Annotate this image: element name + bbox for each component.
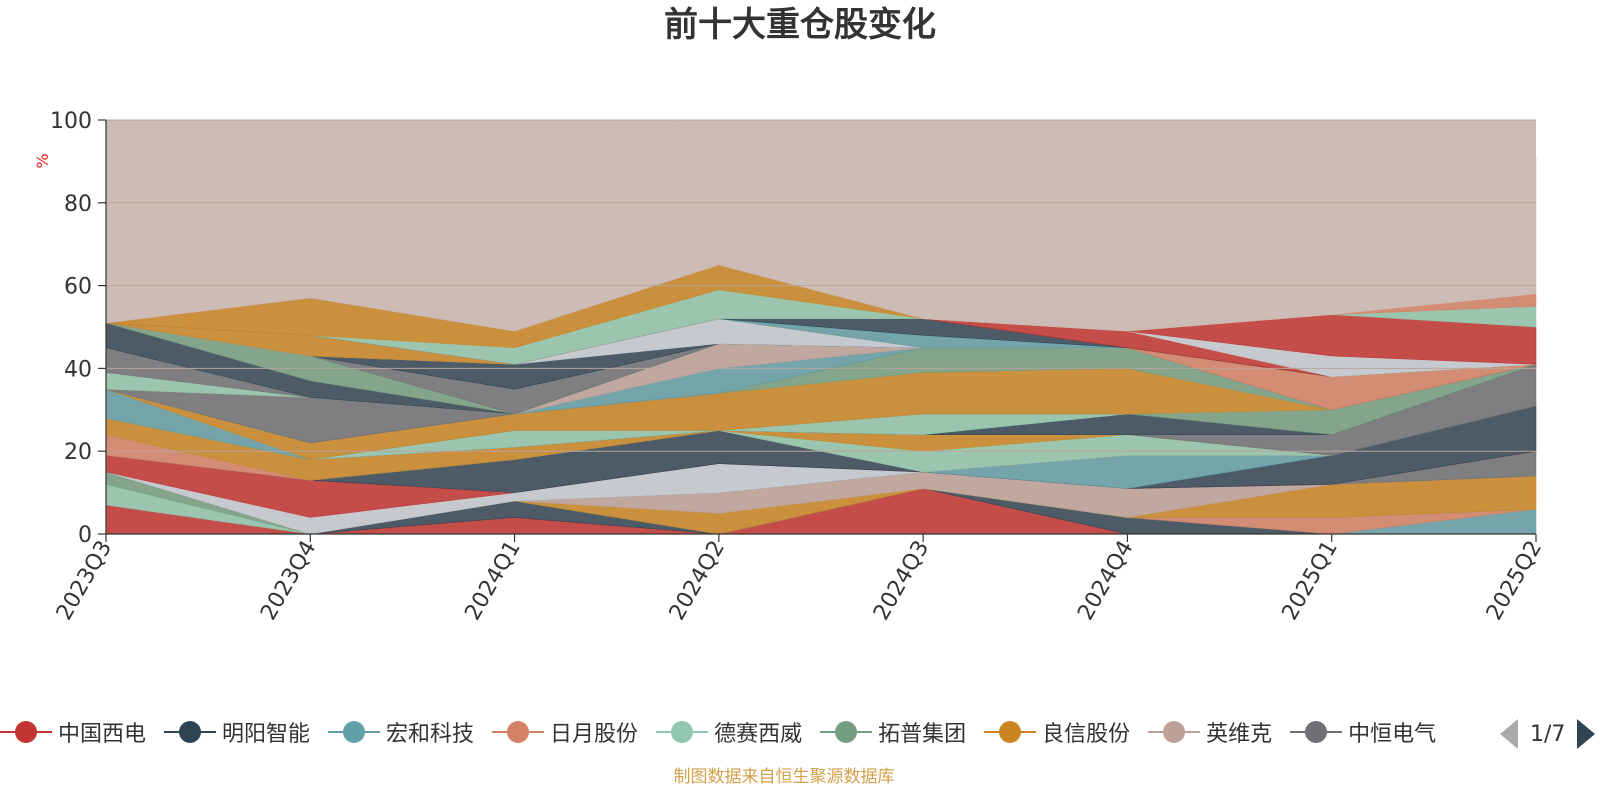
legend-label: 中国西电 <box>58 722 147 747</box>
legend-label: 良信股份 <box>1042 722 1131 747</box>
y-tick-label-20: 20 <box>64 440 92 465</box>
legend-item-8[interactable]: 中恒电气 <box>1290 716 1436 748</box>
legend-item-6[interactable]: 良信股份 <box>984 716 1130 748</box>
chart-title: 前十大重仓股变化 <box>664 5 936 45</box>
legend-item-2[interactable]: 宏和科技 <box>328 716 474 748</box>
x-tick-label-2025Q1: 2025Q1 <box>1278 537 1343 625</box>
y-tick-label-100: 100 <box>50 109 92 134</box>
legend-label: 拓普集团 <box>878 722 967 747</box>
x-tick-label-2024Q1: 2024Q1 <box>460 537 525 625</box>
legend-item-7[interactable]: 英维克 <box>1148 716 1272 748</box>
legend-label: 英维克 <box>1206 722 1273 747</box>
legend-label: 日月股份 <box>550 722 639 747</box>
x-tick-label-2023Q4: 2023Q4 <box>256 537 321 625</box>
x-tick-label-2023Q3: 2023Q3 <box>52 537 117 625</box>
source-note: 制图数据来自恒生聚源数据库 <box>673 767 895 787</box>
legend-item-1[interactable]: 明阳智能 <box>164 716 310 748</box>
legend-item-4[interactable]: 德赛西威 <box>656 716 802 748</box>
grid-layer <box>106 119 1536 452</box>
legend-item-3[interactable]: 日月股份 <box>492 716 638 748</box>
x-tick-label-2024Q3: 2024Q3 <box>869 537 934 625</box>
legend-marker-icon <box>328 720 381 744</box>
chart-plot: 0 20 40 60 80 100 2023Q3 2023Q4 2024Q1 2024Q2 2024… <box>33 109 1547 625</box>
legend-prev-button[interactable] <box>1500 719 1518 749</box>
legend-marker-icon <box>164 720 217 744</box>
legend-item-5[interactable]: 拓普集团 <box>820 716 966 748</box>
areas-layer <box>105 120 1537 535</box>
legend-pager: 1/7 <box>1500 716 1596 752</box>
legend-label: 德赛西威 <box>714 722 803 747</box>
legend-marker-icon <box>492 720 545 744</box>
legend-marker-icon <box>0 720 52 744</box>
y-axis-label: % <box>33 153 52 168</box>
area-series-46 <box>105 123 1537 332</box>
legend-next-button[interactable] <box>1577 719 1596 749</box>
y-tick-label-80: 80 <box>64 192 92 217</box>
legend-marker-icon <box>656 720 709 744</box>
legend: 中国西电 明阳智能 宏和科技 日月股份 德赛西威 拓普集团 良信股份 英维克 中恒电气 <box>0 716 1480 756</box>
y-tick-label-60: 60 <box>64 275 92 300</box>
legend-page-indicator: 1/7 <box>1530 721 1566 747</box>
x-tick-label-2025Q2: 2025Q2 <box>1482 537 1547 625</box>
legend-marker-icon <box>984 720 1037 744</box>
legend-marker-icon <box>1148 720 1201 744</box>
y-tick-label-40: 40 <box>64 357 92 382</box>
x-tick-label-2024Q4: 2024Q4 <box>1073 537 1138 625</box>
legend-marker-icon <box>1290 720 1343 744</box>
legend-label: 明阳智能 <box>222 722 311 747</box>
legend-label: 中恒电气 <box>1348 722 1437 747</box>
legend-marker-icon <box>820 720 873 744</box>
y-tick-label-0: 0 <box>78 523 92 548</box>
legend-item-0[interactable]: 中国西电 <box>0 716 146 748</box>
legend-label: 宏和科技 <box>386 722 475 747</box>
x-tick-label-2024Q2: 2024Q2 <box>665 537 730 625</box>
